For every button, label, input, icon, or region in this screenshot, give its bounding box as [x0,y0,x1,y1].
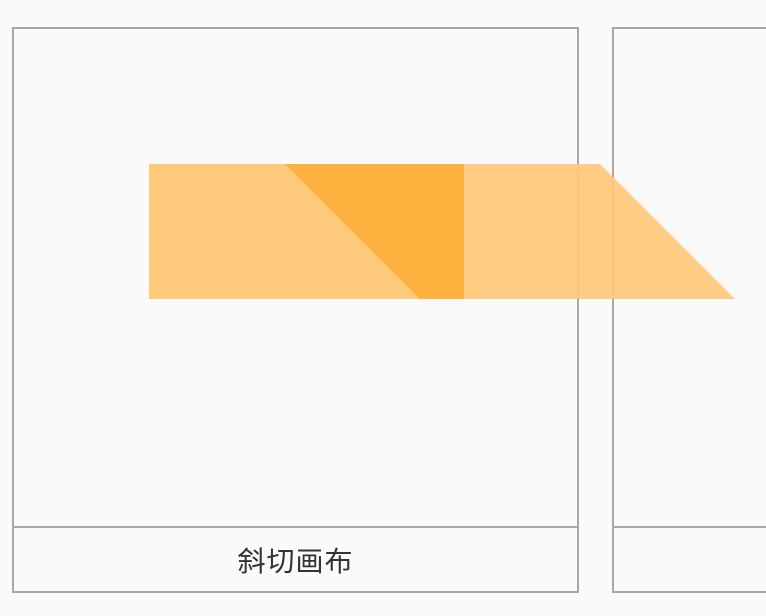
skew-canvas-card: 斜切画布 [12,27,579,593]
skew-canvas-caption: 斜切画布 [14,526,577,591]
next-demo-caption [614,526,766,591]
next-demo-card [612,27,766,593]
skew-canvas-area [14,29,577,526]
next-demo-canvas-area [614,29,766,526]
